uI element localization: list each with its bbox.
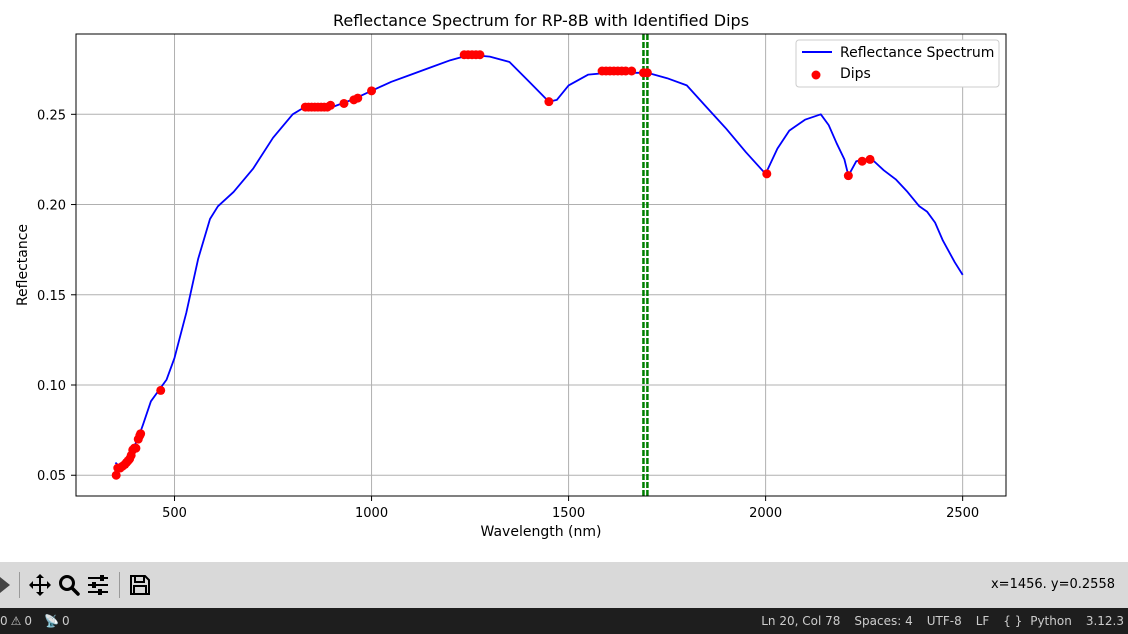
dip-point [627, 66, 637, 76]
dip-point [762, 169, 772, 179]
pan-button[interactable] [26, 571, 54, 599]
y-tick-label: 0.10 [37, 379, 66, 394]
dip-point [131, 443, 141, 453]
sliders-icon [88, 575, 108, 595]
legend-dot-swatch [811, 70, 821, 80]
line-ending-setting[interactable]: LF [975, 614, 990, 628]
legend-box [795, 39, 1000, 88]
grid-lines [76, 34, 1006, 496]
warning-count: 0 [24, 614, 33, 628]
y-tick-label: 0.20 [37, 199, 66, 214]
ports-indicator[interactable]: 📡 0 [44, 614, 70, 628]
chart-title: Reflectance Spectrum for RP-8B with Iden… [333, 11, 749, 30]
problems-indicator[interactable]: 0 ⚠ 0 [0, 614, 32, 628]
x-tick-label: 1000 [355, 506, 388, 521]
legend-label-spectrum: Reflectance Spectrum [840, 45, 994, 61]
error-count: 0 [0, 614, 8, 628]
x-tick-label: 1500 [552, 506, 585, 521]
magnifier-icon [59, 575, 80, 596]
ports-count: 0 [62, 614, 70, 628]
configure-subplots-button[interactable] [84, 571, 112, 599]
plot-frame [75, 33, 1007, 497]
indentation-setting[interactable]: Spaces: 4 [854, 614, 913, 628]
dip-point [544, 97, 554, 107]
encoding-setting[interactable]: UTF-8 [926, 614, 962, 628]
dip-point [857, 156, 867, 166]
plot-background [76, 34, 1006, 496]
reflectance-spectrum-line [114, 53, 964, 468]
x-tick-label: 2500 [946, 506, 979, 521]
forward-button[interactable] [0, 571, 12, 599]
y-axis-label: Reflectance [15, 224, 31, 306]
x-tick-label: 500 [162, 506, 187, 521]
y-tick-label: 0.25 [37, 108, 66, 123]
reflectance-chart: 500 1000 1500 2000 2500 0.05 0.10 0.15 0.20 0.25… [15, 11, 1007, 540]
y-axis-ticks: 0.05 0.10 0.15 0.20 0.25 [37, 108, 76, 484]
toolbar-separator [119, 572, 120, 598]
figure-canvas: 500 1000 1500 2000 2500 0.05 0.10 0.15 0.20 0.25… [15, 11, 1007, 540]
x-axis-label: Wavelength (nm) [481, 524, 602, 540]
dip-point [367, 86, 377, 96]
plot-toolbar: x=1456. y=0.2558 [0, 562, 1128, 608]
cursor-coordinates: x=1456. y=0.2558 [990, 577, 1115, 592]
zoom-button[interactable] [55, 571, 83, 599]
save-figure-button[interactable] [126, 571, 154, 599]
broadcast-icon: 📡 [44, 614, 59, 628]
save-disk-icon [130, 575, 150, 595]
legend: Reflectance Spectrum Dips [795, 39, 1000, 88]
dip-point [642, 68, 652, 78]
forward-arrow-icon [0, 577, 10, 593]
dip-point [326, 100, 336, 110]
warning-icon: ⚠ [10, 614, 22, 628]
x-axis-ticks: 500 1000 1500 2000 2500 [162, 496, 979, 521]
dip-point [353, 93, 363, 103]
dip-point [339, 98, 349, 108]
dip-marker-lines [642, 34, 649, 496]
dip-point [843, 171, 853, 181]
dip-point [111, 470, 121, 480]
dip-point [136, 429, 146, 439]
language-mode[interactable]: { } Python [1003, 614, 1072, 628]
python-version[interactable]: 3.12.3 [1085, 614, 1124, 628]
dip-point [865, 154, 875, 164]
dip-point [475, 50, 485, 60]
move-icon [29, 574, 51, 596]
x-tick-label: 2000 [749, 506, 782, 521]
series-lines [114, 53, 964, 468]
toolbar-separator [19, 572, 20, 598]
cursor-position[interactable]: Ln 20, Col 78 [761, 614, 841, 628]
braces-icon: { } [1003, 614, 1023, 628]
y-tick-label: 0.15 [37, 289, 66, 304]
language-label: Python [1030, 614, 1072, 628]
legend-label-dips: Dips [840, 66, 871, 82]
dip-point [156, 385, 166, 395]
status-bar: 0 ⚠ 0 📡 0 Ln 20, Col 78 Spaces: 4 UTF-8 … [0, 608, 1128, 634]
y-tick-label: 0.05 [37, 469, 66, 484]
dip-points [111, 50, 875, 480]
